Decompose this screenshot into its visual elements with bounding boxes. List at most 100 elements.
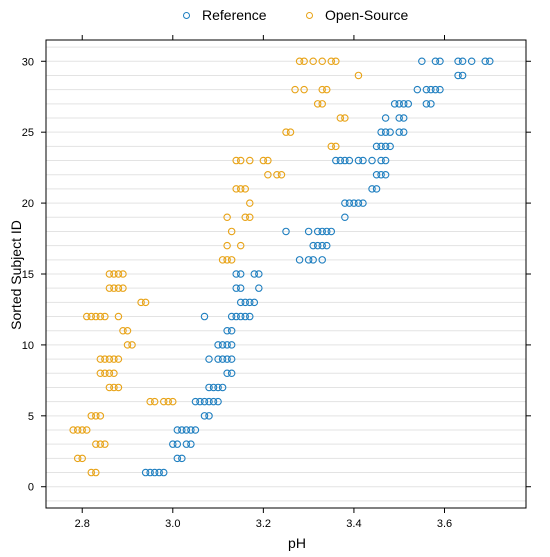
point-reference <box>381 128 390 136</box>
point-reference <box>372 170 381 179</box>
point-reference <box>227 369 236 378</box>
point-open-source <box>246 199 254 207</box>
point-open-source <box>291 85 299 94</box>
point-reference <box>236 284 245 292</box>
legend-label-open-source: Open-Source <box>325 7 409 23</box>
point-reference <box>255 270 263 278</box>
point-open-source <box>277 170 286 179</box>
point-open-source <box>92 312 100 321</box>
point-reference <box>368 185 376 193</box>
legend: Reference Open-Source <box>0 3 550 27</box>
point-reference <box>146 468 154 477</box>
point-reference <box>323 241 331 250</box>
point-reference <box>232 284 240 292</box>
point-open-source <box>218 256 227 264</box>
point-reference <box>209 397 218 406</box>
x-tick-label: 3.6 <box>437 518 452 530</box>
point-open-source <box>273 170 281 179</box>
point-reference <box>205 383 213 392</box>
point-open-source <box>83 426 91 434</box>
legend-entry-reference: Reference <box>183 3 267 27</box>
point-reference <box>454 57 462 66</box>
point-open-source <box>119 284 127 292</box>
point-open-source <box>264 170 272 179</box>
point-open-source <box>96 355 105 363</box>
point-open-source <box>73 426 82 434</box>
point-reference <box>191 397 200 406</box>
point-open-source <box>119 326 127 335</box>
point-reference <box>418 57 426 66</box>
point-reference <box>395 128 403 136</box>
point-open-source <box>123 341 132 349</box>
point-open-source <box>110 369 118 378</box>
point-reference <box>182 426 191 434</box>
point-open-source <box>300 57 308 66</box>
point-open-source <box>101 369 109 378</box>
point-open-source <box>336 114 345 122</box>
x-axis-ticks: 2.8 3.0 3.2 3.4 3.6 <box>75 35 452 530</box>
point-reference <box>255 284 263 292</box>
point-reference <box>232 312 240 321</box>
point-reference <box>187 426 195 434</box>
x-tick-label: 2.8 <box>75 518 90 530</box>
point-reference <box>250 298 259 307</box>
point-reference <box>246 298 254 307</box>
point-reference <box>227 355 236 363</box>
point-reference <box>173 454 182 463</box>
point-reference <box>236 270 245 278</box>
point-open-source <box>332 142 340 151</box>
point-reference <box>241 312 249 321</box>
point-open-source <box>96 369 105 378</box>
point-open-source <box>119 270 127 278</box>
point-reference <box>354 199 363 207</box>
point-open-source <box>241 185 249 193</box>
point-open-source <box>300 85 308 94</box>
point-open-source <box>150 397 159 406</box>
point-reference <box>309 256 317 264</box>
point-reference <box>282 227 290 236</box>
point-open-source <box>318 57 326 66</box>
point-open-source <box>246 156 254 165</box>
point-open-source <box>105 284 114 292</box>
point-open-source <box>246 213 254 222</box>
point-reference <box>395 114 403 122</box>
point-reference <box>413 85 422 94</box>
point-reference <box>345 156 354 165</box>
point-reference <box>372 185 381 193</box>
point-open-source <box>227 227 236 236</box>
point-open-source <box>87 412 96 420</box>
point-reference <box>173 426 182 434</box>
point-reference <box>323 227 331 236</box>
point-open-source <box>96 412 105 420</box>
point-reference <box>209 383 218 392</box>
point-reference <box>318 241 326 250</box>
point-reference <box>205 397 213 406</box>
point-reference <box>399 100 408 108</box>
point-open-source <box>128 341 136 349</box>
point-reference <box>381 156 390 165</box>
point-reference <box>214 397 222 406</box>
point-reference <box>246 312 254 321</box>
point-reference <box>404 100 413 108</box>
y-tick-label: 20 <box>22 198 34 210</box>
point-reference <box>436 57 444 66</box>
point-open-source <box>232 156 240 165</box>
legend-marker-open-source <box>306 11 313 19</box>
point-open-source <box>101 312 109 321</box>
series-open-source <box>69 57 363 477</box>
point-reference <box>399 114 408 122</box>
point-open-source <box>282 128 290 136</box>
point-open-source <box>164 397 173 406</box>
point-open-source <box>236 241 245 250</box>
point-reference <box>368 156 376 165</box>
point-reference <box>223 369 231 378</box>
point-reference <box>227 341 236 349</box>
point-open-source <box>236 156 245 165</box>
point-reference <box>205 355 213 363</box>
point-reference <box>159 468 168 477</box>
x-tick-label: 3.2 <box>256 518 271 530</box>
point-open-source <box>92 468 100 477</box>
point-reference <box>182 440 191 448</box>
point-open-source <box>223 213 231 222</box>
point-open-source <box>83 312 91 321</box>
